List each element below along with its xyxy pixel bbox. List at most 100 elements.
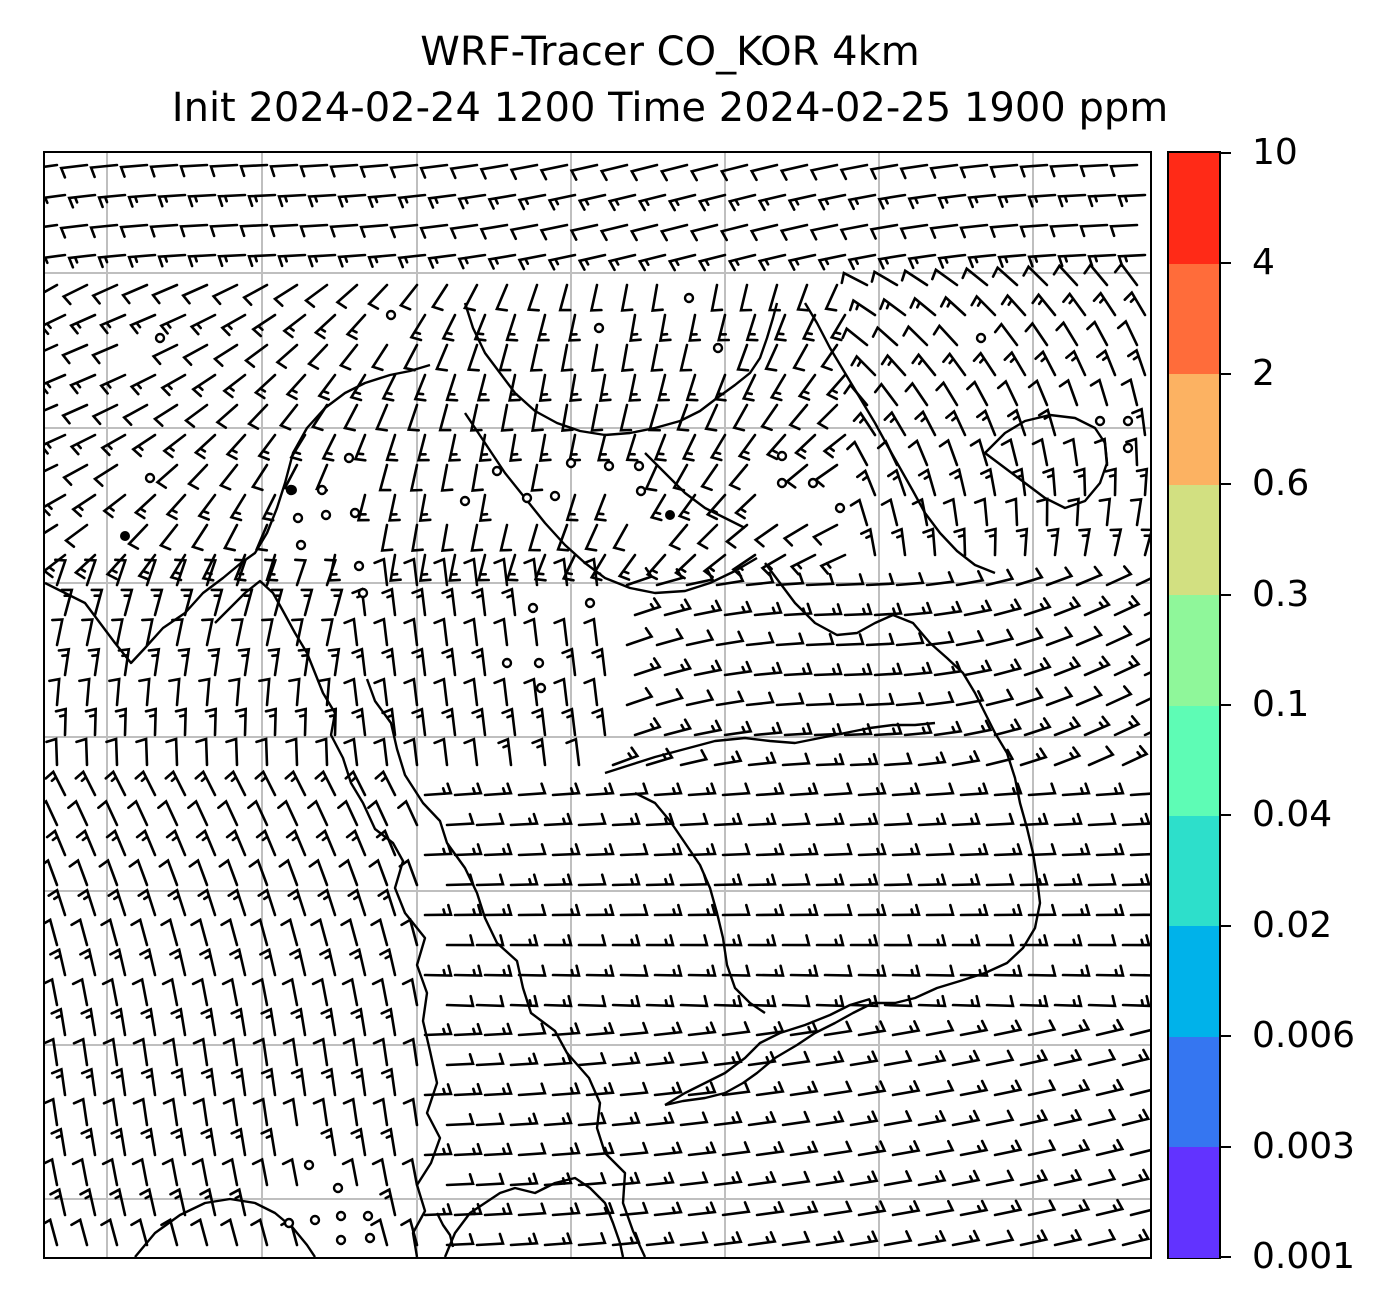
wind-barb <box>993 1019 1023 1037</box>
wind-barb <box>951 1169 981 1187</box>
wind-barb <box>551 1202 581 1217</box>
wind-barb <box>277 253 307 268</box>
calm-wind-marker <box>144 472 156 484</box>
wind-barb <box>713 750 743 767</box>
wind-barb <box>835 633 865 647</box>
colorbar-tick <box>1221 814 1231 817</box>
wind-barb <box>141 618 154 647</box>
colorbar-tick <box>1221 483 1231 486</box>
wind-barb <box>959 1199 989 1217</box>
coast-n1 <box>463 302 779 437</box>
wind-barb <box>633 717 662 737</box>
wind-barb <box>1055 320 1079 347</box>
wind-barb <box>230 1007 247 1037</box>
wind-barb <box>1061 903 1091 917</box>
wind-barb <box>126 523 149 550</box>
wind-barb <box>234 558 248 587</box>
wind-barb <box>433 557 449 587</box>
wind-barb <box>397 193 427 209</box>
wind-barb <box>131 977 149 1007</box>
wind-barb <box>873 662 903 677</box>
wind-barb <box>959 903 989 917</box>
wind-barb <box>980 467 997 497</box>
wind-barb <box>815 1230 845 1247</box>
wind-barb <box>668 523 689 551</box>
wind-barb <box>179 163 209 178</box>
wind-barb <box>1053 746 1082 767</box>
wind-barb <box>177 647 191 677</box>
wind-barb <box>1019 812 1049 827</box>
wind-barb <box>917 1110 947 1127</box>
wind-barb <box>1121 1108 1150 1127</box>
wind-barb <box>1023 597 1052 617</box>
wind-barb <box>824 283 839 312</box>
wind-barb <box>389 223 419 239</box>
wind-barb <box>169 1187 187 1217</box>
wind-barb <box>969 438 989 467</box>
wind-barb <box>356 493 370 522</box>
wind-barb <box>347 888 367 917</box>
wind-barb <box>1067 497 1080 527</box>
wind-barb <box>225 737 239 767</box>
wind-barb <box>270 588 284 617</box>
wind-barb <box>187 799 209 827</box>
wind-barb <box>68 858 89 887</box>
wind-barb <box>509 812 539 827</box>
wind-barb <box>883 1050 913 1067</box>
wind-barb <box>679 749 709 767</box>
wind-barb <box>797 373 817 401</box>
wind-barb <box>925 843 955 857</box>
wind-barb <box>619 403 633 432</box>
wind-barb <box>303 283 329 308</box>
wind-barb <box>310 403 329 432</box>
wind-barb <box>445 1233 475 1247</box>
wind-barb <box>959 163 989 179</box>
wind-barb <box>98 858 119 887</box>
wind-barb <box>685 373 699 402</box>
wind-barb <box>879 297 907 317</box>
wind-barb <box>782 523 809 547</box>
wind-barb <box>462 283 479 312</box>
wind-barb <box>57 647 71 677</box>
wind-barb <box>45 523 59 535</box>
wind-barb <box>715 690 745 707</box>
wind-barb <box>585 1202 615 1217</box>
wind-barb <box>997 253 1027 268</box>
wind-barb <box>190 917 209 947</box>
wind-barb <box>423 782 453 797</box>
wind-barb <box>109 947 127 977</box>
wind-barb <box>815 1110 845 1127</box>
wind-barb <box>753 523 779 548</box>
calm-wind-marker <box>1122 442 1134 454</box>
wind-barb <box>663 658 693 677</box>
wind-barb <box>483 1202 513 1217</box>
wind-barb <box>565 737 581 767</box>
wind-barb <box>985 1049 1015 1067</box>
calm-wind-marker <box>533 657 545 669</box>
wind-barb <box>620 343 634 373</box>
wind-barb <box>130 1217 149 1247</box>
wind-barb <box>911 352 937 377</box>
colorbar-tick-label: 10 <box>1252 132 1298 173</box>
wind-barb <box>475 994 505 1008</box>
wind-barb <box>679 994 709 1008</box>
wind-barb <box>585 782 615 797</box>
wind-barb <box>121 283 149 305</box>
wind-barb <box>453 1142 483 1157</box>
wind-barb <box>902 324 929 347</box>
wind-barb <box>366 283 389 310</box>
wind-barb <box>195 737 209 767</box>
wind-barb <box>478 493 492 523</box>
wind-barb <box>1075 625 1104 647</box>
wind-barb <box>453 782 483 797</box>
wind-barb <box>993 658 1023 677</box>
wind-barb <box>225 433 247 461</box>
wind-barb <box>517 193 547 211</box>
wind-barb <box>1061 1199 1091 1217</box>
wind-barb <box>645 812 675 827</box>
wind-barb <box>681 433 697 462</box>
wind-barb <box>191 977 209 1007</box>
wind-barb <box>509 1052 539 1067</box>
wind-barb <box>157 193 187 208</box>
wind-barb <box>89 223 119 239</box>
